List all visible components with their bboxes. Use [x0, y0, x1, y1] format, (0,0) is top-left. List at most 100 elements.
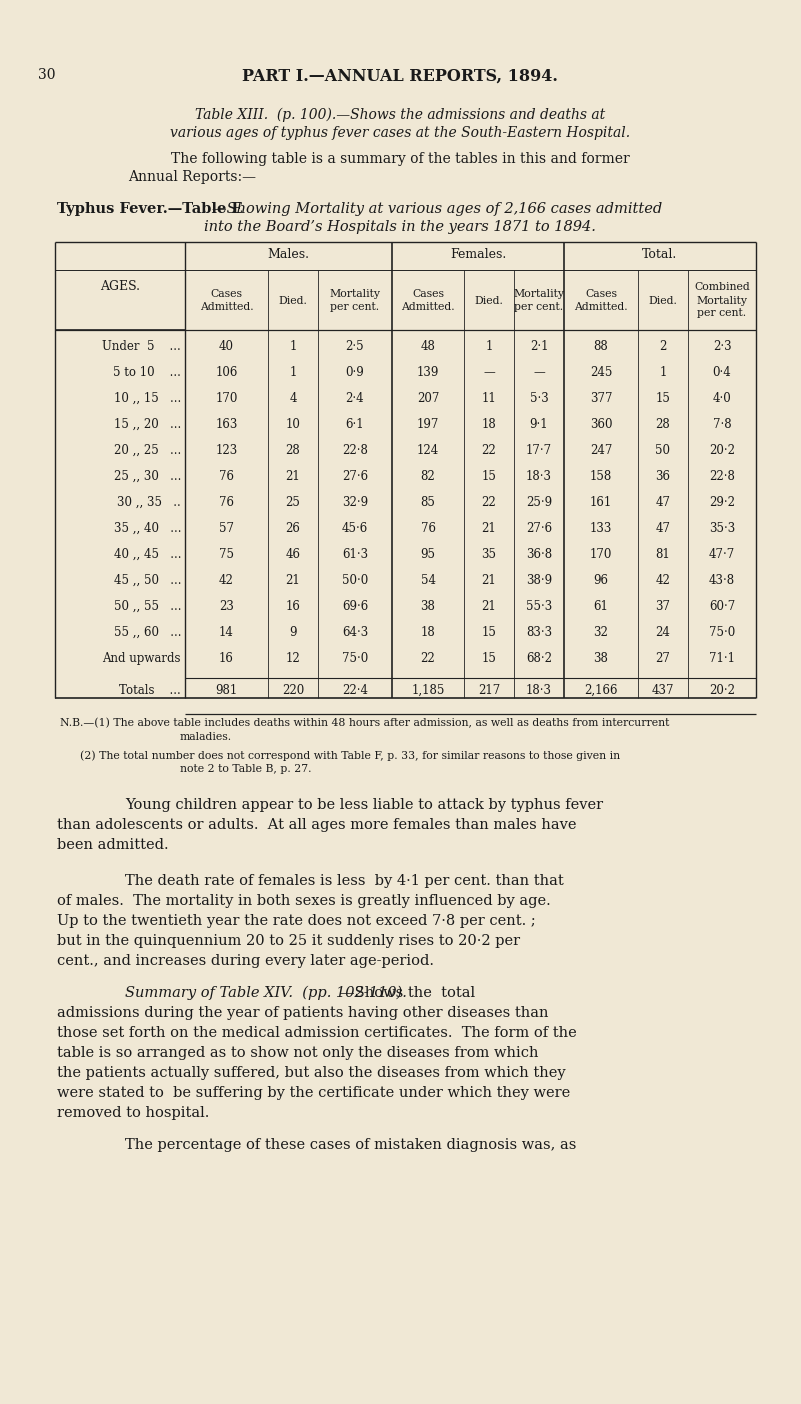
Text: 35·3: 35·3: [709, 522, 735, 535]
Text: 28: 28: [656, 418, 670, 431]
Text: 47: 47: [655, 522, 670, 535]
Text: 2·1: 2·1: [529, 340, 548, 352]
Text: 28: 28: [286, 444, 300, 456]
Text: 437: 437: [652, 684, 674, 696]
Text: Cases: Cases: [412, 289, 444, 299]
Text: 21: 21: [481, 600, 497, 614]
Text: 37: 37: [655, 600, 670, 614]
Text: 57: 57: [219, 522, 234, 535]
Text: 40: 40: [219, 340, 234, 352]
Text: 38·9: 38·9: [526, 574, 552, 587]
Text: Females.: Females.: [450, 249, 506, 261]
Text: 21: 21: [286, 574, 300, 587]
Text: 18: 18: [421, 626, 436, 639]
Text: than adolescents or adults.  At all ages more females than males have: than adolescents or adults. At all ages …: [57, 819, 577, 833]
Text: removed to hospital.: removed to hospital.: [57, 1106, 209, 1120]
Text: 75·0: 75·0: [342, 651, 368, 665]
Text: AGES.: AGES.: [100, 279, 140, 292]
Text: The death rate of females is less  by 4·1 per cent. than that: The death rate of females is less by 4·1…: [125, 875, 564, 887]
Text: 1: 1: [485, 340, 493, 352]
Text: 17·7: 17·7: [526, 444, 552, 456]
Text: Total.: Total.: [642, 249, 678, 261]
Text: 9: 9: [289, 626, 296, 639]
Text: 38: 38: [421, 600, 436, 614]
Text: (2) The total number does not correspond with Table F, p. 33, for similar reason: (2) The total number does not correspond…: [80, 750, 620, 761]
Text: 48: 48: [421, 340, 436, 352]
Text: 23: 23: [219, 600, 234, 614]
Text: 170: 170: [590, 548, 612, 562]
Text: various ages of typhus fever cases at the South-Eastern Hospital.: various ages of typhus fever cases at th…: [170, 126, 630, 140]
Text: 47: 47: [655, 496, 670, 510]
Text: 16: 16: [286, 600, 300, 614]
Text: Under  5    ...: Under 5 ...: [103, 340, 181, 352]
Text: 2,166: 2,166: [584, 684, 618, 696]
Text: 76: 76: [421, 522, 436, 535]
Text: 50·0: 50·0: [342, 574, 368, 587]
Text: 22·4: 22·4: [342, 684, 368, 696]
Text: 18: 18: [481, 418, 497, 431]
Text: 197: 197: [417, 418, 439, 431]
Text: 14: 14: [219, 626, 234, 639]
Text: 50 ,, 55   ...: 50 ,, 55 ...: [114, 600, 181, 614]
Text: into the Board’s Hospitals in the years 1871 to 1894.: into the Board’s Hospitals in the years …: [204, 220, 596, 234]
Text: 61·3: 61·3: [342, 548, 368, 562]
Text: Annual Reports:—: Annual Reports:—: [128, 170, 256, 184]
Text: 95: 95: [421, 548, 436, 562]
Text: 4·0: 4·0: [713, 392, 731, 404]
Text: 124: 124: [417, 444, 439, 456]
Text: 30: 30: [38, 67, 55, 81]
Text: 2: 2: [659, 340, 666, 352]
Text: 22·8: 22·8: [342, 444, 368, 456]
Text: 2·3: 2·3: [713, 340, 731, 352]
Text: 96: 96: [594, 574, 609, 587]
Text: 55 ,, 60   ...: 55 ,, 60 ...: [114, 626, 181, 639]
Text: 60·7: 60·7: [709, 600, 735, 614]
Text: per cent.: per cent.: [698, 309, 747, 319]
Text: 18·3: 18·3: [526, 684, 552, 696]
Text: 11: 11: [481, 392, 497, 404]
Text: 7·8: 7·8: [713, 418, 731, 431]
Text: 15: 15: [481, 651, 497, 665]
Text: 85: 85: [421, 496, 436, 510]
Text: admissions during the year of patients having other diseases than: admissions during the year of patients h…: [57, 1007, 549, 1019]
Text: Died.: Died.: [649, 295, 678, 306]
Text: 377: 377: [590, 392, 612, 404]
Text: 4: 4: [289, 392, 296, 404]
Text: 26: 26: [286, 522, 300, 535]
Text: 163: 163: [215, 418, 238, 431]
Text: PART I.—ANNUAL REPORTS, 1894.: PART I.—ANNUAL REPORTS, 1894.: [242, 67, 558, 86]
Text: 45 ,, 50   ...: 45 ,, 50 ...: [114, 574, 181, 587]
Text: —Shows the  total: —Shows the total: [340, 986, 475, 1000]
Text: 42: 42: [655, 574, 670, 587]
Text: 1: 1: [659, 366, 666, 379]
Text: 43·8: 43·8: [709, 574, 735, 587]
Text: 16: 16: [219, 651, 234, 665]
Text: 54: 54: [421, 574, 436, 587]
Text: Cases: Cases: [211, 289, 243, 299]
Text: 217: 217: [478, 684, 500, 696]
Text: 5·3: 5·3: [529, 392, 549, 404]
Text: 36: 36: [655, 470, 670, 483]
Text: 20·2: 20·2: [709, 684, 735, 696]
Text: 76: 76: [219, 470, 234, 483]
Text: 170: 170: [215, 392, 238, 404]
Text: 27: 27: [655, 651, 670, 665]
Text: 24: 24: [655, 626, 670, 639]
Text: 27·6: 27·6: [526, 522, 552, 535]
Text: Typhus Fever.—Table E: Typhus Fever.—Table E: [57, 202, 243, 216]
Text: 32: 32: [594, 626, 609, 639]
Text: 55·3: 55·3: [526, 600, 552, 614]
Text: 6·1: 6·1: [346, 418, 364, 431]
Text: 161: 161: [590, 496, 612, 510]
Text: 981: 981: [215, 684, 238, 696]
Text: Summary of Table XIV.  (pp. 102-110).: Summary of Table XIV. (pp. 102-110).: [125, 986, 407, 1001]
Text: —: —: [483, 366, 495, 379]
Text: 1: 1: [289, 340, 296, 352]
Text: 123: 123: [215, 444, 238, 456]
Text: 30 ,, 35   ..: 30 ,, 35 ..: [117, 496, 181, 510]
Text: 35: 35: [481, 548, 497, 562]
Text: 22: 22: [481, 444, 497, 456]
Text: 83·3: 83·3: [526, 626, 552, 639]
Text: 20 ,, 25   ...: 20 ,, 25 ...: [114, 444, 181, 456]
Text: 18·3: 18·3: [526, 470, 552, 483]
